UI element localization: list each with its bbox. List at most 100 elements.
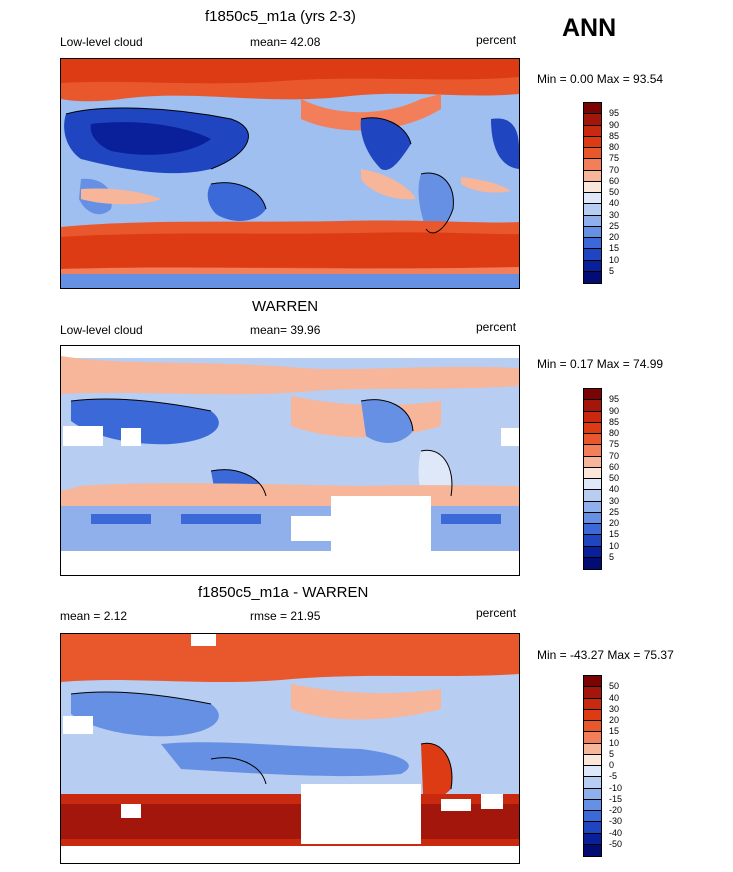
panel-2-variable-label: Low-level cloud (60, 323, 143, 337)
panel-2-colorbar (583, 388, 602, 570)
colorbar-swatch (584, 743, 601, 755)
colorbar-tick-label: 40 (609, 484, 620, 495)
colorbar-swatch (584, 400, 601, 412)
colorbar-tick-label: 25 (609, 220, 620, 231)
colorbar-tick-label: 20 (609, 715, 620, 725)
colorbar-swatch (584, 721, 601, 733)
colorbar-tick-label: 40 (609, 692, 620, 703)
colorbar-swatch (584, 490, 601, 502)
colorbar-tick-label: 50 (609, 473, 620, 483)
colorbar-tick-label: 50 (609, 681, 620, 692)
colorbar-swatch (584, 524, 601, 536)
colorbar-swatch (584, 181, 601, 193)
colorbar-swatch (584, 434, 601, 446)
panel-2-map (60, 345, 520, 576)
colorbar-tick-label: 80 (609, 428, 620, 438)
colorbar-tick-label: 25 (609, 506, 620, 517)
colorbar-tick-label: 85 (609, 130, 620, 141)
colorbar-swatch (584, 136, 601, 148)
colorbar-tick-label: 15 (609, 529, 620, 540)
colorbar-swatch (584, 159, 601, 171)
colorbar-tick-label: -50 (609, 838, 623, 849)
panel-3-colorbar (583, 675, 602, 857)
colorbar-swatch (584, 777, 601, 789)
colorbar-tick-label: 20 (609, 518, 620, 528)
colorbar-swatch (584, 698, 601, 710)
colorbar-swatch (584, 260, 601, 272)
colorbar-tick-label: 20 (609, 232, 620, 242)
colorbar-swatch (584, 766, 601, 778)
colorbar-tick-label: 15 (609, 726, 620, 737)
colorbar-swatch (584, 193, 601, 205)
colorbar-swatch (584, 799, 601, 811)
colorbar-swatch (584, 687, 601, 699)
panel-3-title: f1850c5_m1a - WARREN (198, 584, 369, 601)
colorbar-swatch (584, 788, 601, 800)
colorbar-tick-label: -15 (609, 793, 623, 804)
colorbar-tick-label: -5 (609, 771, 618, 782)
panel-1-variable-label: Low-level cloud (60, 35, 143, 49)
colorbar-swatch (584, 709, 601, 721)
colorbar-tick-label: 10 (609, 540, 620, 551)
panel-1-mean-label: mean= 42.08 (250, 35, 321, 49)
colorbar-swatch (584, 535, 601, 547)
colorbar-tick-label: 5 (609, 265, 615, 276)
colorbar-swatch (584, 844, 601, 856)
panel-3-rmse-label: rmse = 21.95 (250, 609, 321, 623)
panel-2-units-label: percent (476, 320, 517, 334)
colorbar-tick-label: 40 (609, 198, 620, 209)
colorbar-tick-label: -20 (609, 805, 623, 815)
colorbar-tick-label: 90 (609, 119, 620, 130)
colorbar-tick-label: 90 (609, 405, 620, 416)
panel-3-mean-label: mean = 2.12 (60, 609, 128, 623)
colorbar-swatch (584, 271, 601, 283)
panel-2-title: WARREN (252, 298, 319, 315)
panel-2-mean-label: mean= 39.96 (250, 323, 321, 337)
panel-2-minmax-label: Min = 0.17 Max = 74.99 (537, 357, 664, 371)
colorbar-swatch (584, 125, 601, 137)
colorbar-tick-label: 50 (609, 187, 620, 197)
colorbar-tick-label: 70 (609, 450, 620, 461)
colorbar-tick-label: 10 (609, 254, 620, 265)
colorbar-tick-label: 0 (609, 760, 615, 770)
colorbar-swatch (584, 546, 601, 558)
panel-3-units-label: percent (476, 606, 517, 620)
colorbar-tick-label: 80 (609, 142, 620, 152)
colorbar-tick-label: 30 (609, 209, 620, 220)
colorbar-swatch (584, 467, 601, 479)
colorbar-swatch (584, 557, 601, 569)
colorbar-swatch (584, 479, 601, 491)
colorbar-tick-label: -40 (609, 827, 623, 838)
colorbar-swatch (584, 114, 601, 126)
panel-1-colorbar (583, 102, 602, 284)
colorbar-swatch (584, 411, 601, 423)
colorbar-tick-label: -30 (609, 816, 623, 827)
colorbar-tick-label: 30 (609, 703, 620, 714)
colorbar-swatch (584, 148, 601, 160)
colorbar-swatch (584, 204, 601, 216)
colorbar-swatch (584, 456, 601, 468)
colorbar-swatch (584, 103, 601, 115)
colorbar-swatch (584, 389, 601, 401)
colorbar-tick-label: 15 (609, 243, 620, 254)
colorbar-tick-label: -10 (609, 782, 623, 793)
colorbar-swatch (584, 732, 601, 744)
colorbar-tick-label: 30 (609, 495, 620, 506)
colorbar-swatch (584, 238, 601, 250)
panel-1-units-label: percent (476, 33, 517, 47)
colorbar-tick-label: 75 (609, 439, 620, 450)
panel-1-minmax-label: Min = 0.00 Max = 93.54 (537, 72, 664, 86)
season-label: ANN (562, 14, 617, 42)
colorbar-swatch (584, 501, 601, 513)
colorbar-swatch (584, 170, 601, 182)
colorbar-tick-label: 60 (609, 461, 620, 472)
colorbar-tick-label: 5 (609, 551, 615, 562)
colorbar-tick-label: 60 (609, 175, 620, 186)
colorbar-tick-label: 70 (609, 164, 620, 175)
colorbar-swatch (584, 833, 601, 845)
colorbar-tick-label: 5 (609, 748, 615, 759)
colorbar-swatch (584, 754, 601, 766)
colorbar-swatch (584, 445, 601, 457)
colorbar-swatch (584, 215, 601, 227)
colorbar-swatch (584, 811, 601, 823)
